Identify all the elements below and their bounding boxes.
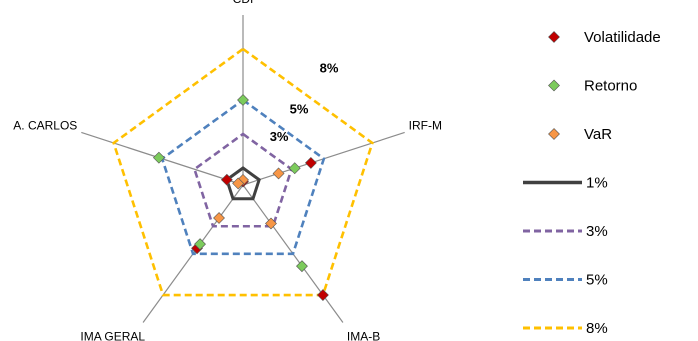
point-volatilidade-irf-m bbox=[305, 157, 316, 168]
category-label-cdi: CDI bbox=[233, 0, 254, 6]
ring-label-3: 3% bbox=[270, 129, 289, 144]
legend-label-volatilidade: Volatilidade bbox=[584, 29, 661, 46]
ring-label-5: 5% bbox=[290, 102, 309, 117]
legend-label-8: 8% bbox=[586, 320, 608, 337]
point-var-ima-geral bbox=[214, 213, 225, 224]
legend-label-1: 1% bbox=[586, 175, 608, 192]
legend-label-var: VaR bbox=[584, 126, 612, 143]
category-label-irf-m: IRF-M bbox=[409, 118, 442, 132]
legend-marker-retorno bbox=[549, 80, 560, 91]
category-label-ima-geral: IMA GERAL bbox=[80, 330, 145, 341]
category-label-a-carlos: A. CARLOS bbox=[13, 118, 77, 132]
legend-marker-volatilidade bbox=[549, 32, 560, 43]
legend-label-5: 5% bbox=[586, 272, 608, 289]
legend-label-3: 3% bbox=[586, 223, 608, 240]
legend-label-retorno: Retorno bbox=[584, 78, 637, 95]
category-labels: CDI IRF-M IMA-B IMA GERAL A. CARLOS bbox=[13, 0, 442, 341]
legend-marker-var bbox=[549, 129, 560, 140]
point-var-irf-m bbox=[273, 168, 284, 179]
point-volatilidade-ima-b bbox=[317, 290, 328, 301]
ring-value-labels: 3%5% 8% bbox=[270, 60, 339, 144]
legend: Volatilidade Retorno VaR 1% 3% 5% 8% bbox=[523, 29, 661, 337]
ring-label-8: 8% bbox=[320, 60, 339, 75]
category-label-ima-b: IMA-B bbox=[347, 330, 380, 341]
point-retorno-irf-m bbox=[289, 163, 300, 174]
point-retorno-ima-b bbox=[296, 261, 307, 272]
